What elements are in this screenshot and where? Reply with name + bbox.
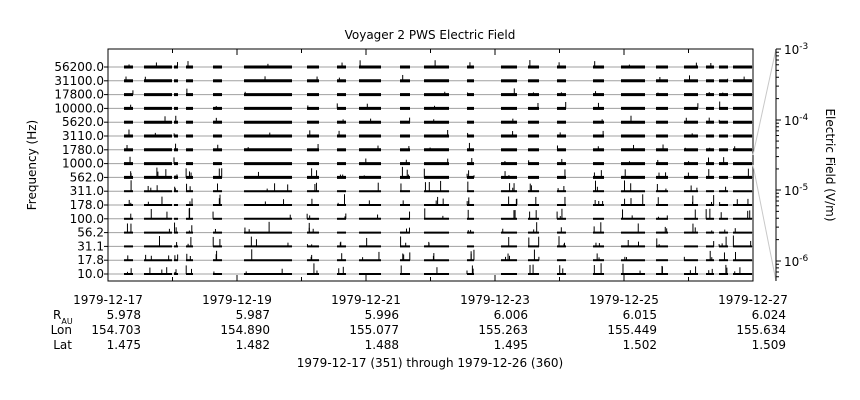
channel-grid bbox=[108, 66, 753, 275]
lon-value: 155.077 bbox=[349, 323, 399, 337]
colorbar-label: Electric Field (V/m) bbox=[823, 108, 837, 221]
lat-value: 1.495 bbox=[494, 338, 528, 352]
lon-value: 154.703 bbox=[91, 323, 141, 337]
colorbar-connector-top bbox=[752, 48, 777, 156]
colorbar-tick-label: 10-5 bbox=[784, 183, 808, 198]
y-tick-label: 10.0 bbox=[77, 267, 104, 281]
chart-title: Voyager 2 PWS Electric Field bbox=[345, 28, 516, 42]
data-traces bbox=[124, 60, 752, 275]
lat-value: 1.482 bbox=[236, 338, 270, 352]
y-tick-label: 562.0 bbox=[70, 170, 104, 184]
ephemeris-values: 5.978154.7031.4755.987154.8901.4825.9961… bbox=[91, 308, 786, 352]
colorbar-tick-label: 10-4 bbox=[784, 113, 809, 128]
colorbar-ticks: 10-3 10-4 10-5 10-6 bbox=[776, 42, 809, 278]
lat-value: 1.475 bbox=[107, 338, 141, 352]
r-au-value: 5.996 bbox=[365, 308, 399, 322]
x-tick-label: 1979-12-21 bbox=[331, 293, 401, 307]
colorbar-tick-label: 10-6 bbox=[784, 254, 809, 269]
x-axis-label: 1979-12-17 (351) through 1979-12-26 (360… bbox=[297, 356, 563, 370]
r-au-value: 6.024 bbox=[752, 308, 786, 322]
lon-value: 155.634 bbox=[736, 323, 786, 337]
x-tick-label: 1979-12-17 bbox=[73, 293, 143, 307]
lat-label: Lat bbox=[53, 338, 72, 352]
lon-value: 155.263 bbox=[478, 323, 528, 337]
lon-value: 154.890 bbox=[220, 323, 270, 337]
x-axis-ticks: 1979-12-17 1979-12-19 1979-12-21 1979-12-23… bbox=[73, 49, 788, 307]
r-au-value: 6.015 bbox=[623, 308, 657, 322]
y-axis-label: Frequency (Hz) bbox=[25, 120, 39, 211]
lat-value: 1.502 bbox=[623, 338, 657, 352]
y-tick-label: 1780.0 bbox=[62, 143, 104, 157]
y-tick-label: 56.2 bbox=[77, 226, 104, 240]
y-tick-label: 5620.0 bbox=[62, 115, 104, 129]
x-tick-label: 1979-12-25 bbox=[589, 293, 659, 307]
y-tick-label: 311.0 bbox=[70, 184, 104, 198]
lat-value: 1.488 bbox=[365, 338, 399, 352]
y-tick-label: 17.8 bbox=[77, 253, 104, 267]
r-au-label: RAU bbox=[53, 308, 73, 326]
lat-value: 1.509 bbox=[752, 338, 786, 352]
y-tick-label: 100.0 bbox=[70, 212, 104, 226]
y-tick-labels: 56200.031100.017800.010000.05620.03110.0… bbox=[54, 60, 108, 281]
y-tick-label: 1000.0 bbox=[62, 157, 104, 171]
lon-value: 155.449 bbox=[607, 323, 657, 337]
r-au-value: 5.987 bbox=[236, 308, 270, 322]
lon-label: Lon bbox=[51, 323, 72, 337]
r-au-value: 5.978 bbox=[107, 308, 141, 322]
y-tick-label: 3110.0 bbox=[62, 129, 104, 143]
x-tick-label: 1979-12-19 bbox=[202, 293, 272, 307]
colorbar-connector-bottom bbox=[752, 164, 777, 282]
colorbar-tick-label: 10-3 bbox=[784, 42, 808, 57]
y-tick-label: 17800.0 bbox=[54, 88, 104, 102]
y-tick-label: 31.1 bbox=[77, 239, 104, 253]
x-tick-label: 1979-12-23 bbox=[460, 293, 530, 307]
r-au-value: 6.006 bbox=[494, 308, 528, 322]
x-tick-label: 1979-12-27 bbox=[718, 293, 788, 307]
y-tick-label: 178.0 bbox=[70, 198, 104, 212]
ephemeris-labels: RAU Lon Lat bbox=[51, 308, 73, 352]
y-tick-label: 10000.0 bbox=[54, 101, 104, 115]
y-tick-label: 56200.0 bbox=[54, 60, 104, 74]
y-tick-label: 31100.0 bbox=[54, 74, 104, 88]
